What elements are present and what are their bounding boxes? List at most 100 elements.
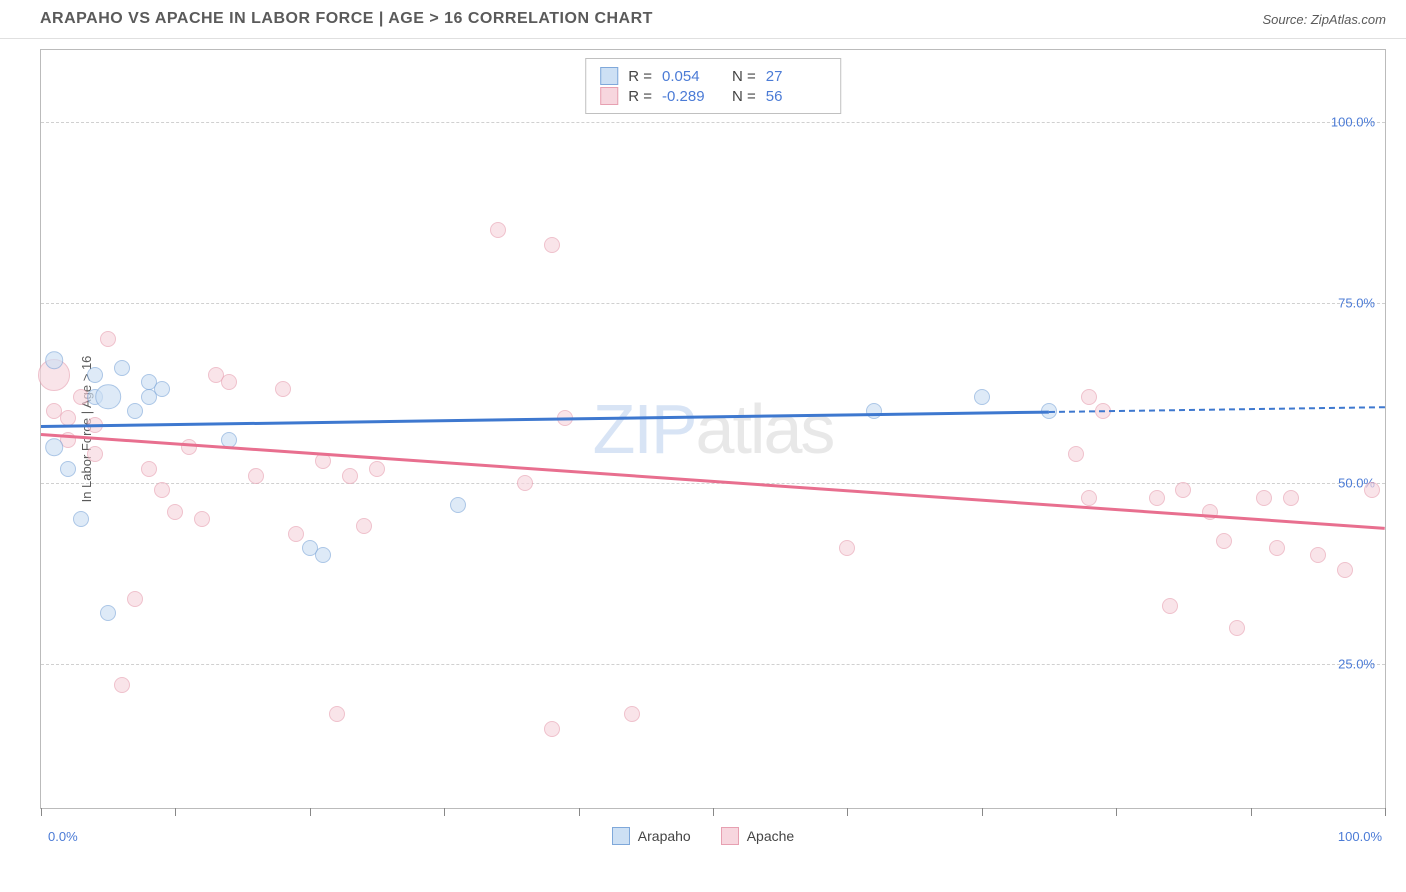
scatter-point-apache bbox=[288, 526, 304, 542]
stats-row-apache: R = -0.289 N = 56 bbox=[600, 87, 826, 105]
y-tick-label: 100.0% bbox=[1331, 115, 1375, 130]
scatter-point-apache bbox=[275, 381, 291, 397]
scatter-point-apache bbox=[1269, 540, 1285, 556]
source-name[interactable]: ZipAtlas.com bbox=[1311, 12, 1386, 27]
chart-title: ARAPAHO VS APACHE IN LABOR FORCE | AGE >… bbox=[40, 10, 653, 28]
scatter-point-apache bbox=[544, 237, 560, 253]
scatter-point-arapaho bbox=[974, 389, 990, 405]
scatter-point-apache bbox=[114, 677, 130, 693]
scatter-point-apache bbox=[1337, 562, 1353, 578]
scatter-point-apache bbox=[342, 468, 358, 484]
scatter-point-apache bbox=[1149, 490, 1165, 506]
scatter-point-apache bbox=[194, 511, 210, 527]
legend-item-apache: Apache bbox=[721, 827, 794, 845]
scatter-point-arapaho bbox=[73, 511, 89, 527]
scatter-point-arapaho bbox=[866, 403, 882, 419]
scatter-point-apache bbox=[141, 461, 157, 477]
scatter-point-apache bbox=[1175, 482, 1191, 498]
scatter-point-apache bbox=[517, 475, 533, 491]
scatter-point-apache bbox=[221, 374, 237, 390]
x-axis-min-label: 0.0% bbox=[48, 829, 78, 844]
scatter-point-apache bbox=[315, 453, 331, 469]
scatter-point-apache bbox=[356, 518, 372, 534]
bottom-legend: 0.0% Arapaho Apache 100.0% bbox=[0, 819, 1406, 849]
gridline bbox=[41, 122, 1385, 123]
stats-legend-box: R = 0.054 N = 27 R = -0.289 N = 56 bbox=[585, 58, 841, 114]
legend-label-arapaho: Arapaho bbox=[638, 828, 691, 844]
scatter-point-apache bbox=[1229, 620, 1245, 636]
scatter-point-arapaho bbox=[127, 403, 143, 419]
scatter-point-apache bbox=[624, 706, 640, 722]
x-tick bbox=[579, 808, 580, 816]
plot-area: 25.0%50.0%75.0%100.0% bbox=[41, 50, 1385, 808]
x-axis-max-label: 100.0% bbox=[1338, 829, 1382, 844]
x-tick bbox=[1251, 808, 1252, 816]
x-tick bbox=[310, 808, 311, 816]
scatter-point-apache bbox=[1283, 490, 1299, 506]
gridline bbox=[41, 303, 1385, 304]
scatter-point-apache bbox=[1216, 533, 1232, 549]
y-tick-label: 25.0% bbox=[1338, 656, 1375, 671]
scatter-point-apache bbox=[100, 331, 116, 347]
n-label: N = bbox=[732, 88, 756, 105]
n-value: 56 bbox=[766, 88, 826, 105]
source-label: Source: bbox=[1262, 12, 1310, 27]
scatter-point-apache bbox=[839, 540, 855, 556]
scatter-point-arapaho bbox=[154, 381, 170, 397]
scatter-point-apache bbox=[248, 468, 264, 484]
scatter-point-apache bbox=[87, 446, 103, 462]
x-tick bbox=[1116, 808, 1117, 816]
legend-item-arapaho: Arapaho bbox=[612, 827, 691, 845]
scatter-point-arapaho bbox=[114, 360, 130, 376]
legend-swatch-apache bbox=[721, 827, 739, 845]
r-value: 0.054 bbox=[662, 68, 722, 85]
source-attribution: Source: ZipAtlas.com bbox=[1262, 12, 1386, 27]
trend-line-apache bbox=[41, 433, 1385, 529]
x-tick bbox=[41, 808, 42, 816]
scatter-point-apache bbox=[1081, 389, 1097, 405]
scatter-point-arapaho bbox=[46, 438, 64, 456]
n-label: N = bbox=[732, 68, 756, 85]
scatter-point-arapaho bbox=[315, 547, 331, 563]
scatter-point-apache bbox=[329, 706, 345, 722]
y-tick-label: 75.0% bbox=[1338, 295, 1375, 310]
r-value: -0.289 bbox=[662, 88, 722, 105]
n-value: 27 bbox=[766, 68, 826, 85]
x-tick bbox=[847, 808, 848, 816]
scatter-point-apache bbox=[1081, 490, 1097, 506]
correlation-chart: In Labor Force | Age > 16 ZIPatlas 25.0%… bbox=[40, 49, 1386, 809]
scatter-point-apache bbox=[1068, 446, 1084, 462]
scatter-point-apache bbox=[544, 721, 560, 737]
scatter-point-apache bbox=[1364, 482, 1380, 498]
scatter-point-arapaho bbox=[100, 605, 116, 621]
scatter-point-apache bbox=[167, 504, 183, 520]
x-tick bbox=[175, 808, 176, 816]
scatter-point-apache bbox=[1162, 598, 1178, 614]
x-tick bbox=[713, 808, 714, 816]
x-tick bbox=[982, 808, 983, 816]
scatter-point-apache bbox=[1310, 547, 1326, 563]
scatter-point-apache bbox=[490, 222, 506, 238]
chart-header: ARAPAHO VS APACHE IN LABOR FORCE | AGE >… bbox=[0, 0, 1406, 39]
x-tick bbox=[1385, 808, 1386, 816]
r-label: R = bbox=[628, 68, 652, 85]
trend-line-arapaho bbox=[41, 411, 1049, 428]
scatter-point-arapaho bbox=[450, 497, 466, 513]
x-tick bbox=[444, 808, 445, 816]
legend-swatch-arapaho bbox=[612, 827, 630, 845]
r-label: R = bbox=[628, 88, 652, 105]
gridline bbox=[41, 664, 1385, 665]
scatter-point-arapaho bbox=[46, 352, 64, 370]
scatter-point-apache bbox=[154, 482, 170, 498]
scatter-point-apache bbox=[369, 461, 385, 477]
scatter-point-arapaho bbox=[87, 367, 103, 383]
scatter-point-apache bbox=[181, 439, 197, 455]
scatter-point-apache bbox=[127, 591, 143, 607]
scatter-point-apache bbox=[1256, 490, 1272, 506]
scatter-point-arapaho bbox=[95, 384, 121, 410]
stats-swatch-apache bbox=[600, 87, 618, 105]
scatter-point-arapaho bbox=[60, 461, 76, 477]
stats-swatch-arapaho bbox=[600, 67, 618, 85]
legend-label-apache: Apache bbox=[747, 828, 794, 844]
stats-row-arapaho: R = 0.054 N = 27 bbox=[600, 67, 826, 85]
